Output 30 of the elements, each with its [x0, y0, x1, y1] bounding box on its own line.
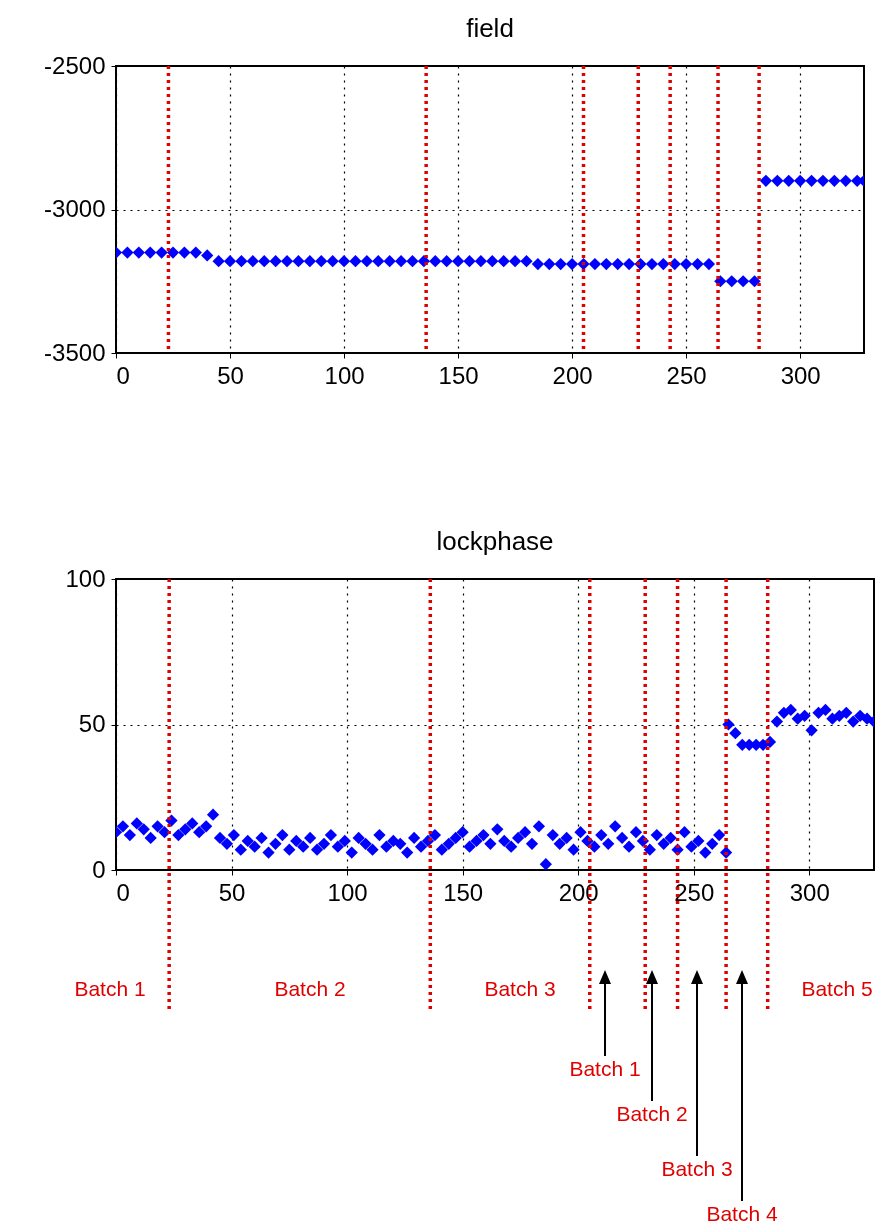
- y-tick-label: -3500: [44, 338, 106, 366]
- y-tick-label: -3000: [44, 195, 106, 222]
- x-tick-label: 50: [217, 361, 244, 389]
- x-tick-label: 0: [116, 361, 130, 389]
- x-tick-label: 100: [327, 878, 368, 906]
- y-tick-label: 0: [92, 855, 106, 883]
- x-tick-label: 200: [558, 878, 599, 906]
- x-tick-label: 150: [443, 878, 484, 906]
- text: Batch 1: [74, 977, 146, 1000]
- x-tick-label: 250: [666, 361, 707, 389]
- text: Batch 1: [569, 1057, 641, 1080]
- text: Batch 2: [616, 1102, 688, 1125]
- y-tick-label: 100: [65, 564, 106, 592]
- x-tick-label: 200: [552, 361, 593, 389]
- text: Batch 3: [484, 977, 556, 1000]
- x-tick-label: 300: [780, 361, 821, 389]
- x-tick-label: 150: [438, 361, 479, 389]
- y-tick-label: -2500: [44, 51, 106, 79]
- text: Batch 2: [274, 977, 346, 1000]
- text: Batch 3: [661, 1157, 733, 1180]
- x-tick-label: 250: [674, 878, 715, 906]
- chart-title: lockphase: [436, 526, 554, 556]
- x-tick-label: 50: [218, 878, 246, 906]
- y-tick-label: 50: [78, 710, 106, 737]
- x-tick-label: 300: [789, 878, 830, 906]
- x-tick-label: 100: [324, 361, 365, 389]
- text: Batch 4: [706, 1202, 778, 1225]
- x-tick-label: 0: [116, 878, 130, 906]
- chart-title: field: [466, 13, 514, 43]
- text: Batch 5: [801, 977, 873, 1000]
